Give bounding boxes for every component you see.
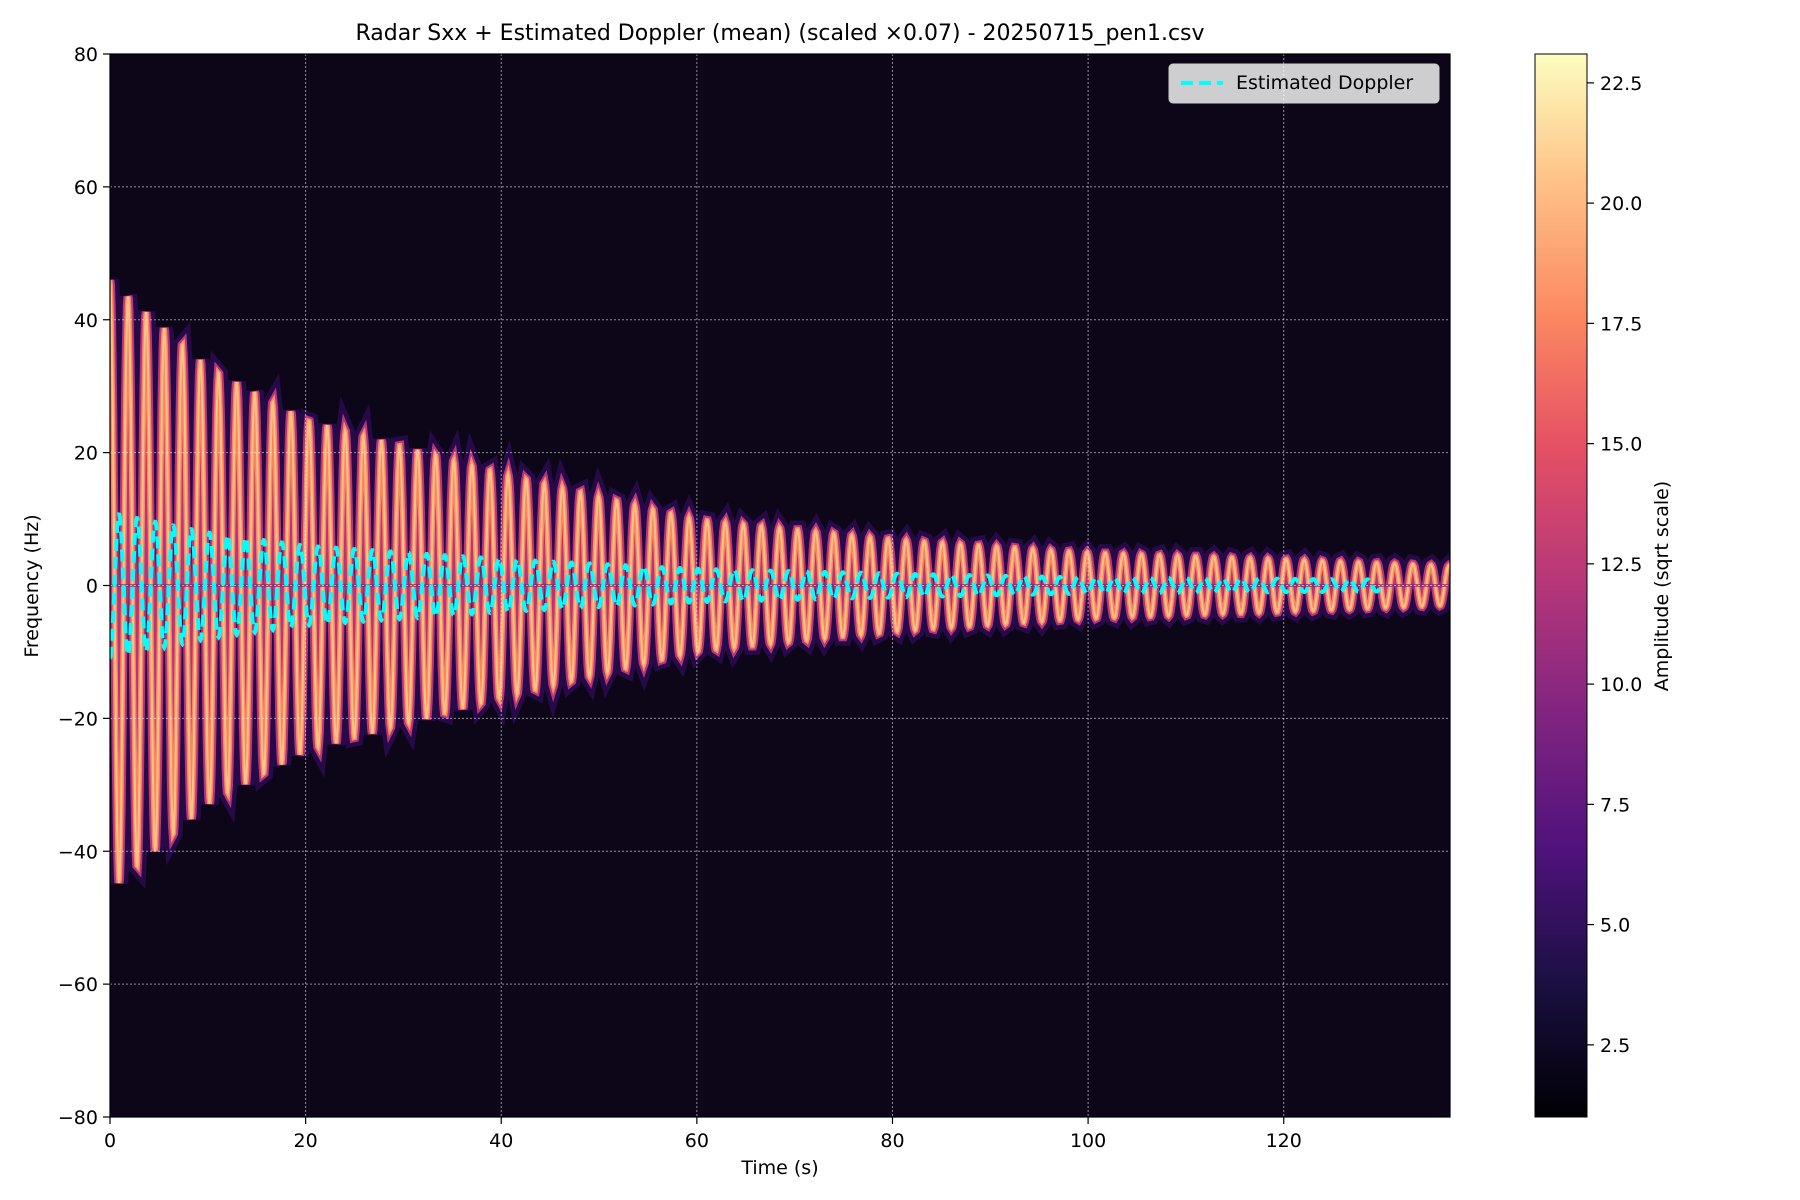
y-axis-ticks: −80 −60 −40 −20 0 20 40 60 80 <box>58 44 110 1129</box>
series-estimated-doppler <box>110 512 1384 660</box>
x-tick-label: 0 <box>104 1130 116 1152</box>
colorbar-tick-label: 22.5 <box>1600 73 1642 95</box>
grid-lines <box>110 54 1450 1117</box>
x-tick-label: 100 <box>1070 1130 1106 1152</box>
colorbar-tick-label: 10.0 <box>1600 674 1642 696</box>
colorbar-tick-label: 15.0 <box>1600 434 1642 456</box>
y-tick-label: 40 <box>74 310 98 332</box>
y-tick-label: 0 <box>86 576 98 598</box>
colorbar-tick-label: 2.5 <box>1600 1035 1630 1057</box>
doppler-line <box>110 512 1384 660</box>
colorbar-label: Amplitude (sqrt scale) <box>1651 481 1673 691</box>
y-tick-label: −20 <box>58 708 98 730</box>
colorbar <box>1534 53 1588 1118</box>
colorbar-tick-label: 12.5 <box>1600 554 1642 576</box>
x-axis-ticks: 0 20 40 60 80 100 120 <box>104 1117 1302 1152</box>
colorbar-tick-label: 5.0 <box>1600 915 1630 937</box>
colorbar-tick-label: 17.5 <box>1600 313 1642 335</box>
y-tick-label: −40 <box>58 841 98 863</box>
legend: Estimated Doppler <box>1168 63 1440 104</box>
y-axis-label: Frequency (Hz) <box>21 514 43 657</box>
x-axis-label: Time (s) <box>740 1157 818 1179</box>
y-tick-label: 60 <box>74 177 98 199</box>
legend-label-estimated-doppler: Estimated Doppler <box>1236 72 1413 94</box>
y-tick-label: −60 <box>58 974 98 996</box>
colorbar-tick-label: 20.0 <box>1600 193 1642 215</box>
spectrogram-band-core <box>110 279 1450 884</box>
spectrogram-heatmap <box>110 279 1450 890</box>
y-tick-label: 20 <box>74 443 98 465</box>
x-tick-label: 80 <box>880 1130 904 1152</box>
x-tick-label: 120 <box>1266 1130 1302 1152</box>
x-tick-label: 40 <box>489 1130 513 1152</box>
x-tick-label: 20 <box>294 1130 318 1152</box>
colorbar-ticks: 2.5 5.0 7.5 10.0 12.5 15.0 17.5 20.0 22.5 <box>1587 73 1642 1057</box>
legend-box <box>1168 63 1440 104</box>
x-tick-label: 60 <box>685 1130 709 1152</box>
y-tick-label: 80 <box>74 44 98 66</box>
chart-title: Radar Sxx + Estimated Doppler (mean) (sc… <box>355 21 1204 46</box>
colorbar-tick-label: 7.5 <box>1600 794 1630 816</box>
y-tick-label: −80 <box>58 1107 98 1129</box>
